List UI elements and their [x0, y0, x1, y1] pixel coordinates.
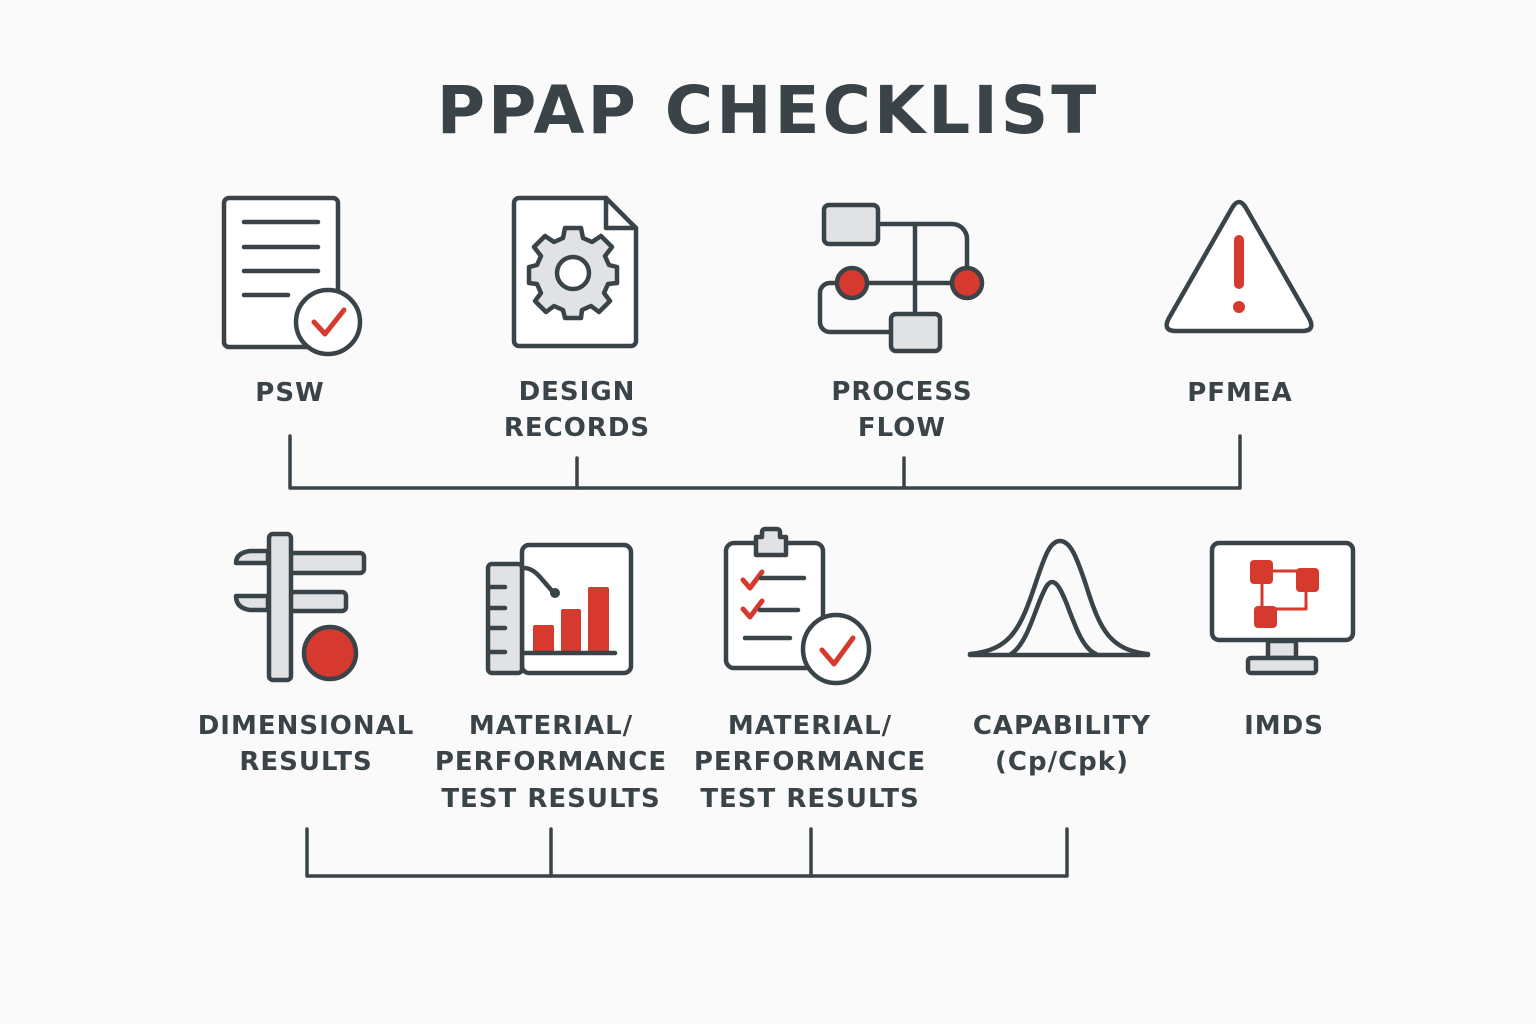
clipboard-check-icon	[723, 526, 872, 686]
label-material-b-3: TEST RESULTS	[700, 784, 919, 814]
flowchart-icon	[817, 202, 985, 354]
caliper-icon	[233, 531, 367, 683]
bar-chart-ruler-icon	[485, 542, 634, 676]
page-title: PPAP CHECKLIST	[437, 72, 1100, 149]
bottom-row-bracket	[305, 827, 1069, 878]
label-material-b-1: MATERIAL/	[728, 711, 892, 741]
label-material-b-2: PERFORMANCE	[694, 747, 926, 777]
label-capability-1: CAPABILITY	[973, 711, 1151, 741]
label-material-a-1: MATERIAL/	[469, 711, 633, 741]
label-process-flow-1: PROCESS	[831, 377, 972, 407]
label-capability-2: (Cp/Cpk)	[995, 747, 1129, 777]
label-psw: PSW	[255, 378, 324, 408]
document-gear-icon	[511, 195, 639, 349]
label-process-flow-2: FLOW	[858, 413, 946, 443]
document-check-icon	[221, 195, 363, 357]
label-material-a-2: PERFORMANCE	[435, 747, 667, 777]
label-material-a-3: TEST RESULTS	[441, 784, 660, 814]
bell-curve-icon	[967, 538, 1151, 658]
monitor-network-icon	[1209, 540, 1356, 676]
label-dimensional-1: DIMENSIONAL	[198, 711, 415, 741]
label-dimensional-2: RESULTS	[239, 747, 372, 777]
label-design-records-2: RECORDS	[504, 413, 650, 443]
label-imds: IMDS	[1244, 711, 1324, 741]
label-design-records-1: DESIGN	[519, 377, 636, 407]
top-row-bracket	[288, 434, 1242, 490]
label-pfmea: PFMEA	[1187, 378, 1293, 408]
warning-triangle-icon	[1164, 199, 1314, 334]
